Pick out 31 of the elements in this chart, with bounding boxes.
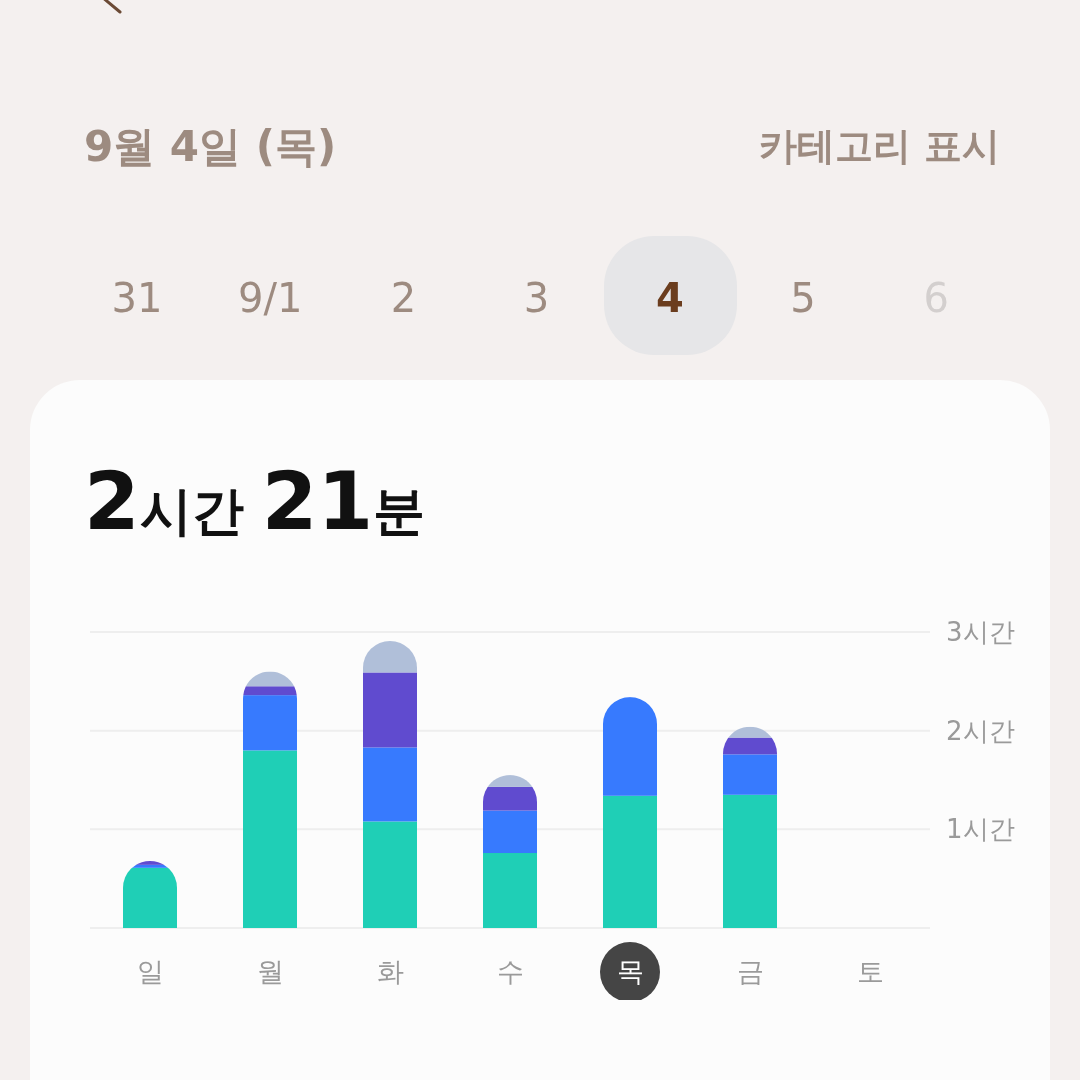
text: 9월 4일 (목) (84, 122, 337, 173)
text: 2 (389, 274, 418, 322)
bar (363, 747, 417, 822)
bar (603, 697, 657, 796)
x-tick-label: 월 (256, 956, 284, 988)
text: 31 (110, 274, 164, 322)
bar (243, 686, 297, 696)
bar (723, 754, 777, 795)
text: 5 (789, 274, 817, 322)
x-tick-label: 금 (736, 956, 764, 988)
y-tick-label: 2시간 (946, 715, 1015, 746)
text: 3 (522, 274, 551, 322)
x-tick-label: 화 (376, 956, 404, 988)
y-tick-label: 1시간 (946, 814, 1015, 845)
bar (723, 794, 777, 928)
x-tick-label: 목 (616, 956, 644, 988)
text: 4 (654, 274, 685, 322)
bar (243, 750, 297, 928)
text: 카테고리 표시 (758, 124, 1000, 170)
bar (363, 672, 417, 748)
x-tick-label: 토 (856, 956, 884, 988)
bar (603, 795, 657, 928)
bar (483, 810, 537, 854)
bar (483, 853, 537, 928)
bar (363, 821, 417, 928)
y-tick-label: 3시간 (946, 617, 1015, 648)
x-tick-label: 수 (496, 956, 524, 988)
x-tick-label: 일 (136, 956, 164, 988)
chart-title: 2시간 21분 (84, 455, 426, 548)
bar (243, 695, 297, 751)
text: 9/1 (237, 274, 304, 322)
